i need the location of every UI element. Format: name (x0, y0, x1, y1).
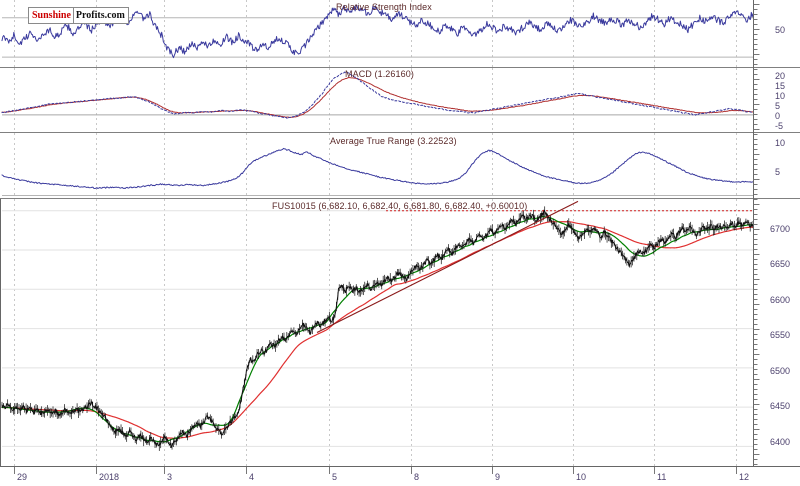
panel-title-atr: Average True Range (3.22523) (330, 136, 457, 146)
sunshine-profits-logo[interactable]: Sunshine Profits.com (28, 7, 129, 24)
macd-ytick-4: 0 (775, 111, 781, 121)
xtick (164, 467, 165, 474)
macd-ytick-2: 10 (775, 91, 786, 101)
price-ytick-6500: 6500 (770, 366, 791, 376)
xlabel-3: 4 (249, 472, 255, 482)
price-ytick-6600: 6600 (770, 295, 791, 305)
x-axis: 29 2018 3 4 5 8 9 10 11 12 (0, 466, 800, 486)
xtick (329, 467, 330, 474)
xlabel-9: 12 (739, 472, 750, 482)
price-ytick-6650: 6650 (770, 259, 791, 269)
xtick (654, 467, 655, 474)
xtick (96, 467, 97, 474)
xlabel-4: 5 (332, 472, 338, 482)
xlabel-2: 3 (167, 472, 173, 482)
panel-title-rsi: Relative Strength Index (336, 2, 432, 12)
xlabel-1: 2018 (99, 472, 120, 482)
panel-title-price: FUS10015 (6,682.10, 6,682.40, 6,681.80, … (272, 201, 528, 211)
price-ytick-6400: 6400 (770, 437, 791, 447)
macd-ytick-1: 15 (775, 81, 786, 91)
panel-macd[interactable]: MACD (1.26160) 20 15 10 5 0 -5 (0, 68, 800, 132)
xtick (14, 467, 15, 474)
xtick (492, 467, 493, 474)
xlabel-6: 9 (495, 472, 501, 482)
atr-ytick-10: 10 (775, 138, 786, 148)
xtick (736, 467, 737, 474)
panel-separator-3 (0, 198, 800, 199)
xlabel-5: 8 (414, 472, 420, 482)
panel-title-macd: MACD (1.26160) (345, 69, 414, 79)
price-plot (1, 199, 754, 466)
rsi-ytick-50: 50 (775, 25, 786, 35)
price-ytick-6550: 6550 (770, 330, 791, 340)
macd-ytick-5: -5 (775, 121, 784, 131)
atr-ytick-5: 5 (775, 167, 781, 177)
xtick (573, 467, 574, 474)
logo-text-profits: Profits.com (75, 10, 125, 21)
panel-price[interactable]: FUS10015 (6,682.10, 6,682.40, 6,681.80, … (0, 199, 800, 466)
panel-rsi[interactable]: Relative Strength Index 50 (0, 0, 800, 67)
logo-text-sunshine: Sunshine (29, 8, 74, 23)
macd-plot (1, 68, 754, 132)
panel-separator-1 (0, 67, 800, 68)
panel-separator-2 (0, 132, 800, 133)
xlabel-0: 29 (17, 472, 28, 482)
xtick (411, 467, 412, 474)
panel-atr[interactable]: Average True Range (3.22523) 10 5 (0, 133, 800, 198)
price-ytick-6700: 6700 (770, 224, 791, 234)
price-ytick-6450: 6450 (770, 401, 791, 411)
xtick (246, 467, 247, 474)
atr-plot (1, 133, 754, 198)
xlabel-8: 11 (657, 472, 667, 482)
macd-ytick-0: 20 (775, 71, 786, 81)
xlabel-7: 10 (576, 472, 587, 482)
macd-ytick-3: 5 (775, 101, 781, 111)
